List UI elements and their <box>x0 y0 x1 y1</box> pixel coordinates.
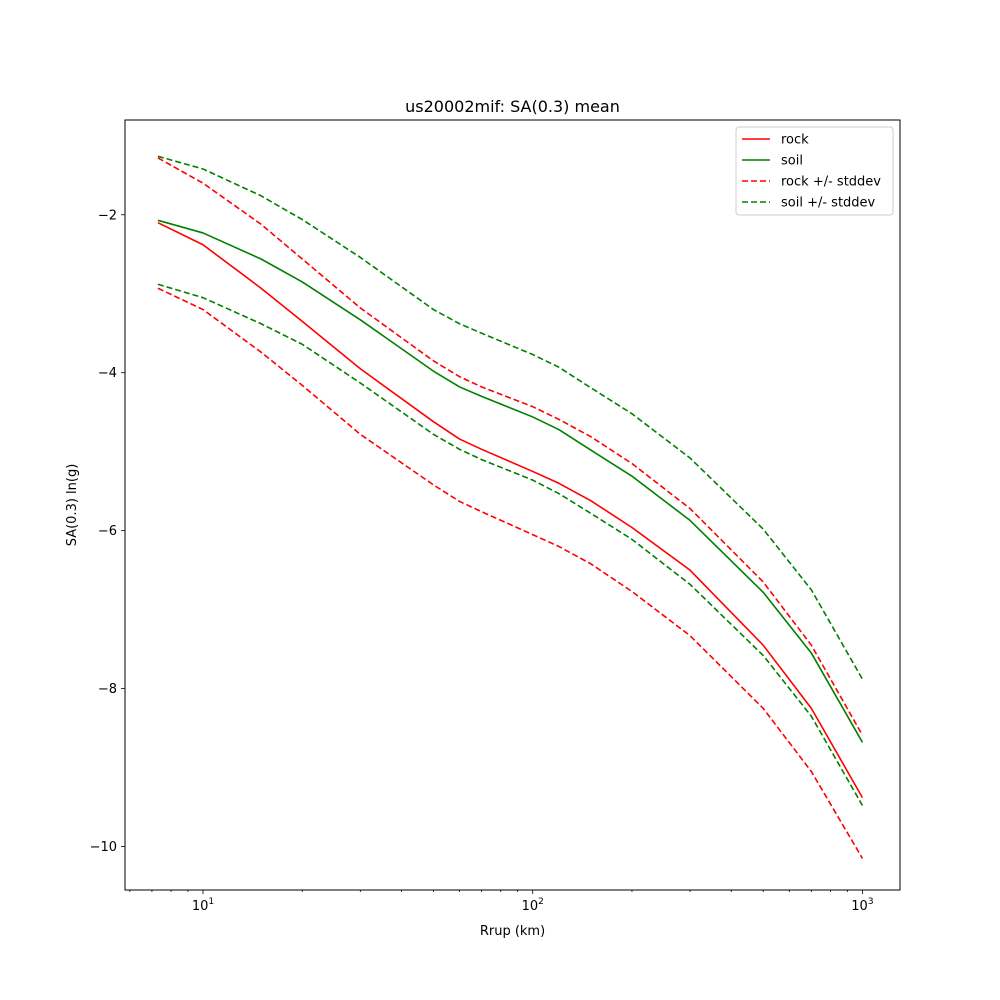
x-axis-label: Rrup (km) <box>480 924 545 939</box>
y-tick-label: −10 <box>90 840 117 855</box>
legend-label: soil <box>781 154 803 169</box>
series-line-soil-stddev-upper <box>157 155 864 680</box>
series-line-rock <box>157 221 864 798</box>
legend-label: rock +/- stddev <box>781 175 881 190</box>
series-line-soil <box>157 219 864 743</box>
legend-box <box>735 126 894 216</box>
y-axis-label: SA(0.3) ln(g) <box>65 464 80 547</box>
y-tick-label: −6 <box>98 524 117 539</box>
plot-frame <box>124 119 901 891</box>
y-axis: −2 −4 −6 −8 −10 <box>90 208 125 855</box>
y-tick-label: −8 <box>98 682 117 697</box>
legend-label: soil +/- stddev <box>781 196 876 211</box>
chart-title: us20002mif: SA(0.3) mean <box>405 97 620 116</box>
series-line-rock-stddev-upper <box>157 157 864 736</box>
y-tick-label: −4 <box>98 366 117 381</box>
x-axis: 101 102 103 <box>129 890 874 914</box>
legend: rock soil rock +/- stddev soil +/- stddev <box>735 126 894 216</box>
series-layer <box>157 155 864 859</box>
legend-entries: rock soil rock +/- stddev soil +/- stddev <box>742 133 881 211</box>
plot-area <box>124 119 901 891</box>
legend-label: rock <box>781 133 809 148</box>
y-tick-label: −2 <box>98 208 117 223</box>
series-line-rock-stddev-lower <box>157 287 864 859</box>
plot-frame-fill <box>125 120 900 890</box>
series-line-soil-stddev-lower <box>157 283 864 806</box>
